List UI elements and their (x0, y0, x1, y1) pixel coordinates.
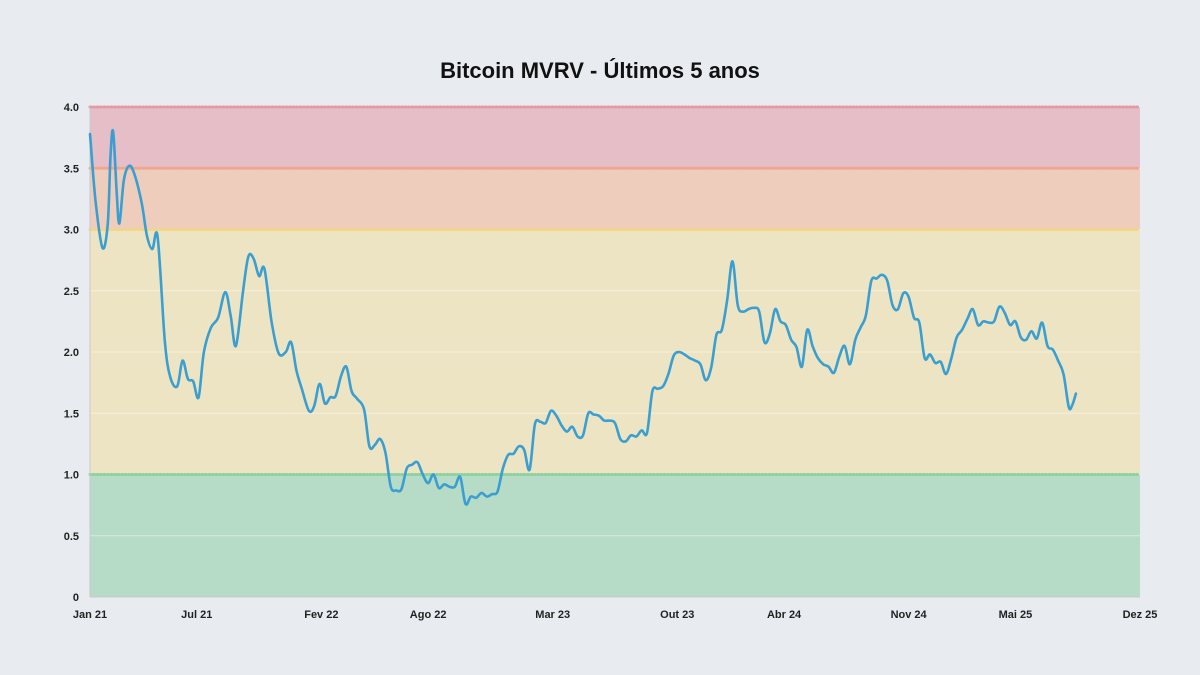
y-tick-label: 3.0 (64, 225, 79, 237)
y-tick-label: 1.5 (64, 408, 79, 420)
line-layer (88, 128, 1078, 506)
zone-band-0 (90, 474, 1140, 597)
x-tick-label: Out 23 (660, 609, 694, 621)
x-tick-label: Dez 25 (1123, 609, 1158, 621)
x-tick-label: Fev 22 (304, 609, 338, 621)
zones-layer (90, 107, 1140, 597)
x-tick-label: Mai 25 (999, 609, 1033, 621)
x-tick-label: Mar 23 (535, 609, 570, 621)
y-tick-label: 2.5 (64, 286, 79, 298)
zone-band-3 (90, 107, 1140, 169)
y-tick-label: 1.0 (64, 470, 79, 482)
y-tick-label: 3.5 (64, 163, 79, 175)
y-tick-label: 0 (73, 592, 79, 604)
chart-title: Bitcoin MVRV - Últimos 5 anos (440, 58, 760, 83)
y-tick-label: 4.0 (64, 102, 79, 114)
x-tick-label: Ago 22 (410, 609, 447, 621)
threshold-layer (88, 105, 1142, 476)
y-tick-label: 2.0 (64, 347, 79, 359)
series-line-0 (88, 128, 1078, 506)
zone-band-2 (90, 168, 1140, 230)
axis-layer: 0 0.5 1.0 1.5 2.0 2.5 3.0 3.5 4.0 Jan 21 Jul 21 Fev… (64, 102, 1158, 621)
x-tick-label: Nov 24 (891, 609, 928, 621)
x-tick-label: Jan 21 (73, 609, 107, 621)
x-tick-label: Jul 21 (181, 609, 212, 621)
y-tick-label: 0.5 (64, 531, 79, 543)
x-tick-label: Abr 24 (767, 609, 802, 621)
